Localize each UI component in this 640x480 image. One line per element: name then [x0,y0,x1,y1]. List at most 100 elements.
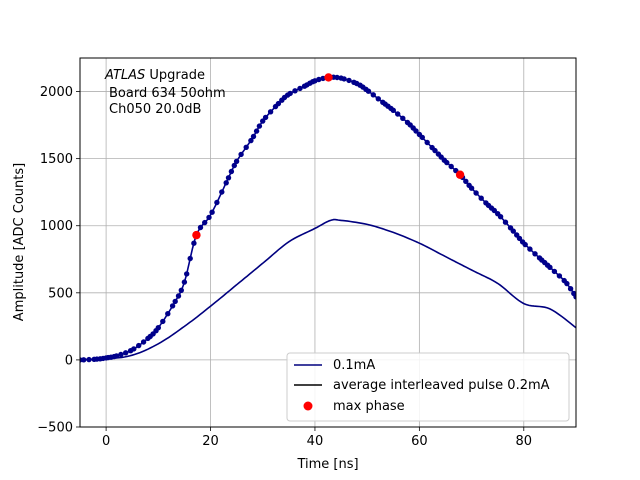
pulse-sample-point [118,351,124,358]
pulse-sample-point [181,279,188,285]
pulse-sample-point [564,280,570,287]
pulse-sample-point [81,357,87,363]
y-axis-label: Amplitude [ADC Counts] [12,163,27,321]
plot-frame [79,57,577,428]
pulse-sample-point [532,251,538,257]
pulse-sample-point [169,303,176,309]
pulse-sample-point [292,88,298,94]
pulse-sample-point [136,342,142,349]
pulse-sample-point [248,137,254,144]
pulse-sample-point [184,271,190,277]
pulse-sample-point [191,240,197,246]
pulse-sample-point [491,207,497,214]
pulse-sample-point [187,255,193,262]
y-tick-label: −500 [37,421,73,436]
pulse-sample-point [346,77,352,84]
series-line-0 [80,218,576,361]
legend: 0.1mA average interleaved pulse 0.2mA ma… [286,352,570,422]
pulse-sample-point [131,346,137,352]
pulse-sample-point [256,123,263,129]
pulse-sample-point [225,175,232,181]
pulse-sample-point [463,178,469,184]
series-layer [80,73,576,363]
pulse-sample-point [556,273,563,279]
pulse-sample-point [250,133,257,140]
pulse-sample-point [516,235,523,242]
pulse-sample-point [316,76,322,83]
pulse-sample-point [197,224,204,231]
pulse-sample-point [243,144,249,150]
pulse-sample-point [165,311,171,317]
pulse-sample-point [375,96,381,102]
svg-text:ATLAS Upgrade: ATLAS Upgrade [104,68,205,83]
plot-area [80,73,576,363]
pulse-sample-point [444,159,450,166]
legend-box [286,352,570,422]
pulse-sample-point [424,139,430,146]
pulse-sample-point [86,356,92,363]
pulse-sample-point [262,114,269,121]
pulse-sample-point [341,76,347,82]
pulse-sample-point [160,318,166,325]
y-tick-label: 1000 [40,219,73,234]
pulse-sample-point [209,209,215,215]
pulse-sample-point [413,128,419,134]
pulse-sample-point [214,199,220,206]
x-tick-label: 40 [307,434,324,449]
x-tick-label: 60 [411,434,428,449]
pulse-sample-point [573,294,576,300]
annotation-upgrade: Upgrade [145,68,205,83]
pulse-sample-point [267,109,274,115]
pulse-sample-point [238,151,244,158]
annotation-channel: Ch050 20.0dB [109,102,201,117]
pulse-sample-point [370,92,376,98]
annotation: ATLAS Upgrade Board 634 50ohm Ch050 20.0… [104,68,226,117]
x-tick-label: 0 [102,434,110,449]
pulse-sample-point [432,147,438,154]
pulse-sample-point [419,134,425,141]
pulse-sample-point [113,353,120,359]
x-tick-label: 20 [202,434,219,449]
pulse-sample-point [123,350,129,356]
legend-label-0.1mA: 0.1mA [333,358,375,373]
pulse-sample-point [287,90,293,97]
pulse-sample-point [468,185,475,191]
annotation-atlas: ATLAS [104,68,145,83]
pulse-sample-point [155,325,161,331]
annotation-board: Board 634 50ohm [109,86,226,101]
pulse-sample-point [202,219,208,226]
pulse-sample-point [275,100,282,107]
pulse-sample-point [233,158,240,164]
pulse-sample-point [400,115,406,122]
legend-label-average-pulse: average interleaved pulse 0.2mA [333,378,550,393]
y-tick-label: 1500 [40,152,73,167]
pulse-sample-point [140,339,147,345]
pulse-sample-point [175,293,182,299]
pulse-sample-point [297,85,303,92]
legend-label-max-phase: max phase [333,399,405,414]
pulse-sample-point [510,228,516,234]
legend-swatch-max-phase [303,401,313,411]
max-phase-point [324,73,333,82]
pulse-sample-point [219,189,225,195]
pulse-sample-point [334,74,340,81]
pulse-sample-point [228,168,235,175]
pulse-sample-point [395,111,401,117]
pulse-sample-point [448,163,454,170]
pulse-sample-point [522,241,528,248]
pulse-sample-point [547,264,553,270]
pulse-sample-point [478,195,484,201]
pulse-sample-point [223,180,229,186]
pulse-sample-point [178,287,184,293]
pulse-sample-point [502,219,509,225]
x-tick-label: 80 [516,434,533,449]
y-tick-label: 2000 [40,85,73,100]
pulse-sample-point [473,190,479,196]
pulse-sample-point [172,298,178,305]
pulse-sample-point [365,88,372,94]
pulse-sample-point [206,214,212,221]
pulse-sample-point [567,286,574,292]
pulse-sample-point [527,246,533,252]
y-tick-label: 0 [65,353,73,368]
x-axis-label: Time [ns] [296,457,358,472]
